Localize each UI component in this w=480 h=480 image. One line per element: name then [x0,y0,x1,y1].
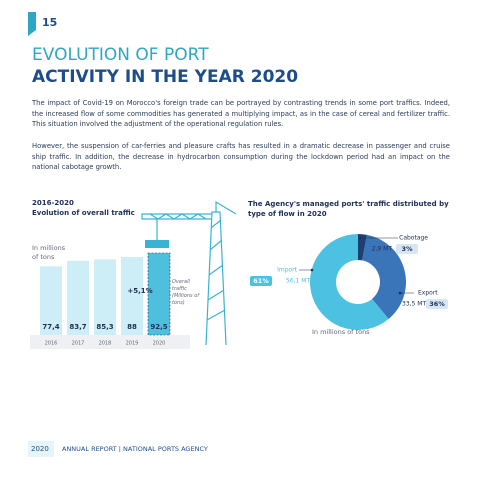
value-label: 88 [127,323,137,331]
percent-badge [426,299,448,309]
tonnage-label: 56,1 MT [286,278,310,285]
percent-label: 61% [253,277,269,285]
legend-label: Overall traffic (Millions of tons) [172,279,200,306]
paragraph: However, the suspension of car-ferries a… [32,142,450,171]
chart-title: The Agency's managed ports' traffic dist… [248,200,449,218]
category-label: Export [418,290,438,297]
tonnage-label: 33,5 MT [402,301,426,308]
bar [94,259,116,335]
category-label: Cabotage [399,235,428,242]
category-label: Import [277,267,298,274]
chart-title: 2016-2020 [32,199,74,207]
donut-segment [310,234,389,330]
value-label: 83,7 [69,323,86,331]
footer-tab [28,441,54,457]
percent-badge [250,276,272,286]
percent-label: 36% [429,300,445,308]
unit-label: In millions of tons [312,328,370,336]
tab [28,12,36,36]
value-label: 77,4 [42,323,59,331]
bar [67,260,89,335]
bar [121,256,143,335]
annotation: +5,1% [127,287,152,295]
bar [147,252,171,336]
x-tick-label: 2019 [126,341,139,347]
page-number: 15 [42,16,58,29]
donut-segment [362,234,407,319]
leader-dot [358,236,362,240]
crane [141,200,237,346]
unit-label: In millions of tons [32,244,66,261]
paragraph: The impact of Covid-19 on Morocco's fore… [32,99,450,128]
baseline-strip [30,335,190,349]
title-line: EVOLUTION OF PORT [32,45,209,65]
x-tick-label: 2020 [153,341,166,347]
donut-segment [358,234,367,261]
percent-label: 3% [401,245,413,253]
value-label: 92,5 [150,323,167,331]
leader-dot [310,268,314,272]
x-tick-label: 2018 [99,341,112,347]
tonnage-label: 2,9 MT [372,246,393,253]
percent-badge [396,244,418,254]
x-tick-label: 2016 [45,341,58,347]
footer-year: 2020 [31,445,49,453]
leader-dot [398,291,402,295]
value-label: 85,3 [96,323,113,331]
chart-subtitle: Evolution of overall traffic [32,209,135,217]
bar [40,266,62,335]
x-tick-label: 2017 [72,341,85,347]
title-line: ACTIVITY IN THE YEAR 2020 [32,67,299,87]
footer-text: ANNUAL REPORT | NATIONAL PORTS AGENCY [62,445,208,453]
crane-hook [145,240,169,248]
